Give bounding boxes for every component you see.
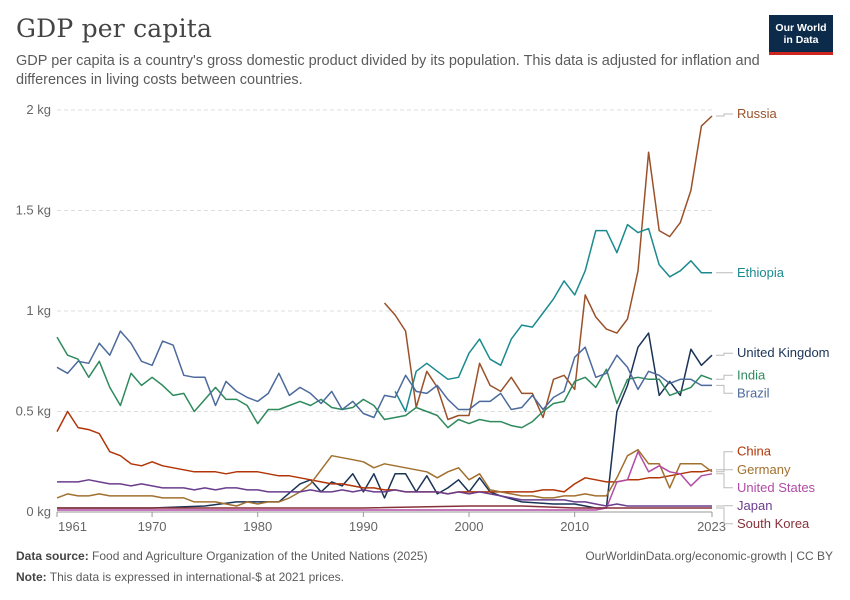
- series-line-japan[interactable]: [57, 479, 712, 507]
- data-note: Note: This data is expressed in internat…: [16, 570, 344, 584]
- chart-subtitle: GDP per capita is a country's gross dome…: [16, 53, 760, 88]
- series-line-south-korea[interactable]: [57, 505, 712, 509]
- note-label: Note:: [16, 570, 47, 584]
- series-label-south-korea[interactable]: South Korea: [737, 516, 810, 531]
- series-label-japan[interactable]: Japan: [737, 498, 772, 513]
- series-line-brazil[interactable]: [56, 330, 712, 419]
- label-connector: [716, 507, 733, 525]
- label-connector: [716, 374, 733, 380]
- series-labels: Russia Ethiopia United Kingdom India Brazil C…: [716, 106, 830, 531]
- series-label-russia[interactable]: Russia: [737, 106, 778, 121]
- chart-grid: [57, 109, 712, 513]
- logo-line-1: Our World: [775, 21, 827, 34]
- y-tick-label: 2 kg: [26, 102, 51, 117]
- x-tick-label: 1961: [58, 519, 87, 534]
- y-tick-label: 1 kg: [26, 303, 51, 318]
- series-line-russia[interactable]: [383, 115, 713, 421]
- series-label-united-kingdom[interactable]: United Kingdom: [737, 345, 830, 360]
- series-label-india[interactable]: India: [737, 367, 766, 382]
- note-text: This data is expressed in international-…: [49, 570, 344, 584]
- x-tick-label: 1990: [349, 519, 378, 534]
- series-line-united-kingdom[interactable]: [57, 332, 713, 509]
- series-line-ethiopia[interactable]: [394, 223, 712, 413]
- label-connector: [716, 451, 733, 471]
- y-tick-label: 0.5 kg: [16, 404, 51, 419]
- label-connector: [716, 352, 733, 356]
- label-connector: [716, 384, 733, 394]
- y-axis: 0 kg 0.5 kg 1 kg 1.5 kg 2 kg: [16, 102, 51, 519]
- owid-logo[interactable]: Our World in Data: [769, 15, 833, 55]
- series-label-ethiopia[interactable]: Ethiopia: [737, 265, 785, 280]
- series-line-united-states[interactable]: [57, 450, 713, 511]
- series-line-china[interactable]: [56, 410, 713, 495]
- line-chart: 0 kg 0.5 kg 1 kg 1.5 kg 2 kg 1961 1970 1980 199…: [16, 102, 830, 534]
- series-label-united-states[interactable]: United States: [737, 480, 816, 495]
- chart-title: GDP per capita: [16, 14, 213, 43]
- credit-link[interactable]: OurWorldinData.org/economic-growth | CC …: [585, 549, 833, 563]
- x-axis: 1961 1970 1980 1990 2000 2010 2023: [56, 512, 726, 534]
- series-label-germany[interactable]: Germany: [737, 462, 791, 477]
- x-tick-label: 1980: [243, 519, 272, 534]
- x-tick-label: 2023: [697, 519, 726, 534]
- label-connector: [716, 113, 733, 117]
- source-label: Data source:: [16, 549, 89, 563]
- source-text: Food and Agriculture Organization of the…: [92, 549, 428, 563]
- y-tick-label: 1.5 kg: [16, 203, 51, 218]
- series-label-china[interactable]: China: [737, 444, 772, 459]
- series-line-germany[interactable]: [56, 448, 713, 507]
- series-label-brazil[interactable]: Brazil: [737, 385, 770, 400]
- series-lines: [56, 115, 713, 511]
- label-connector: [716, 469, 733, 473]
- data-source: Data source: Food and Agriculture Organi…: [16, 549, 428, 563]
- y-tick-label: 0 kg: [26, 504, 51, 519]
- series-line-india[interactable]: [56, 336, 713, 429]
- x-tick-label: 1970: [138, 519, 167, 534]
- label-connector: [716, 473, 733, 489]
- logo-line-2: in Data: [783, 33, 819, 46]
- x-tick-label: 2010: [560, 519, 589, 534]
- x-tick-label: 2000: [455, 519, 484, 534]
